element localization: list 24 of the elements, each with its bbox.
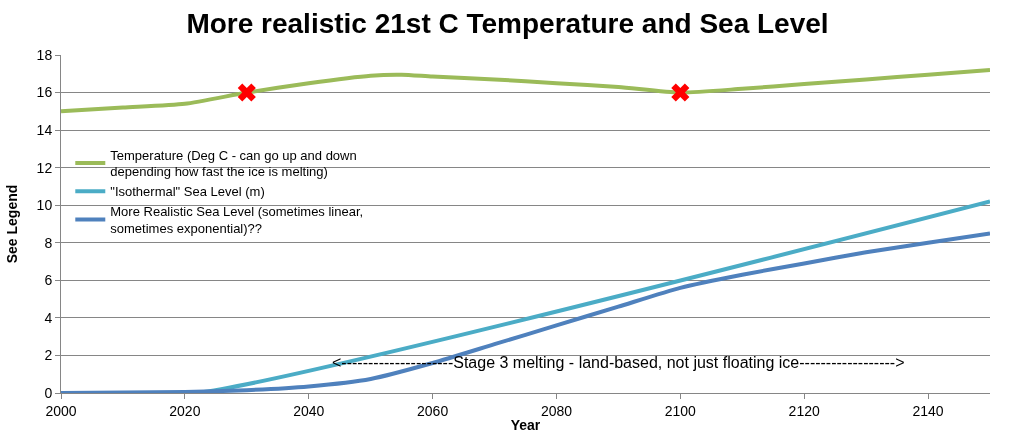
legend-label: More Realistic Sea Level (sometimes linear, sometimes exponential)?? [110, 204, 364, 237]
y-tick-label: 0 [44, 384, 53, 401]
y-tick-label: 18 [36, 46, 53, 63]
chart-title: More realistic 21st C Temperature and Sea Level [186, 7, 829, 39]
x-tick-label: 2040 [293, 402, 325, 419]
y-tick-label: 14 [36, 122, 53, 139]
y-axis-title: See Legend [4, 184, 21, 264]
x-tick-label: 2120 [788, 402, 820, 419]
x-tick-label: 2080 [540, 402, 573, 419]
y-tick-label: 12 [36, 159, 53, 176]
y-tick-label: 8 [44, 234, 53, 251]
y-tick-label: 4 [44, 309, 53, 326]
legend-label: Temperature (Deg C - can go up and down depending how fast the ice is melting) [110, 147, 357, 180]
y-tick-label: 16 [36, 84, 53, 101]
y-tick-label: 6 [44, 272, 53, 289]
legend-label: "Isothermal" Sea Level (m) [110, 184, 265, 200]
y-tick-label: 2 [44, 347, 53, 364]
y-tick-label: 10 [36, 197, 53, 214]
x-tick-label: 2000 [45, 402, 77, 419]
x-tick-label: 2140 [912, 402, 944, 419]
x-tick-label: 2020 [169, 402, 201, 419]
x-axis-title: Year [510, 417, 541, 434]
x-tick-label: 2060 [417, 402, 449, 419]
x-tick-label: 2100 [664, 402, 697, 419]
